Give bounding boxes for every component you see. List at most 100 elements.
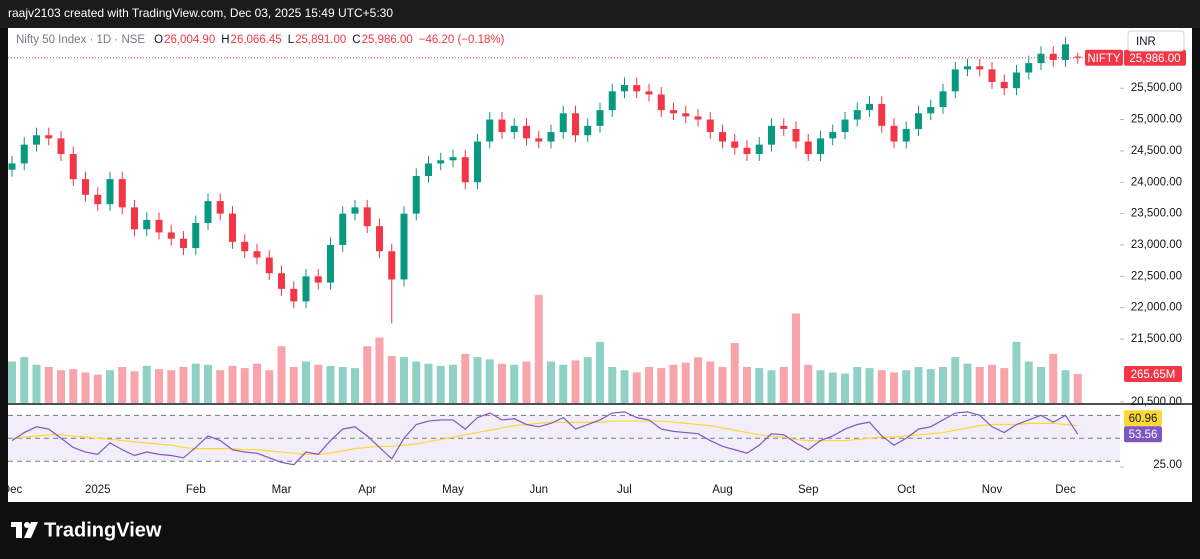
logo-shape	[24, 522, 38, 538]
candle-body	[400, 213, 408, 280]
volume-last-label: 265.65M	[1131, 369, 1176, 381]
volume-bar	[804, 364, 813, 403]
candle-body	[167, 232, 175, 239]
x-tick-label: Jun	[529, 484, 548, 496]
candle-body	[388, 251, 396, 280]
candle-body	[743, 147, 751, 155]
plot-area: Dec 2025 Feb Mar Apr May Jun Jul Aug Sep Oct Nov Dec	[2, 36, 1120, 496]
volume-bar	[375, 337, 384, 403]
volume-bar	[1000, 368, 1009, 403]
logo-shape	[24, 522, 30, 528]
volume-bar	[57, 370, 65, 403]
volume-bar	[534, 294, 543, 403]
candle-body	[241, 241, 249, 252]
legend-change: −46.20 (−0.18%)	[419, 34, 505, 46]
rsi-ma-last-label: 60.96	[1129, 413, 1158, 425]
header-bar	[0, 0, 1200, 28]
candle-body	[45, 135, 53, 139]
overlay: NIFTY 25,986.00 265.65M 60.96 53.56 INR Nifty …	[16, 30, 1186, 443]
volume-bar	[583, 357, 592, 403]
candle-body	[657, 94, 665, 111]
volume-bar	[596, 341, 604, 403]
candle-body	[645, 91, 653, 95]
candle-body	[339, 213, 347, 245]
candle-body	[915, 113, 922, 129]
candle-body	[20, 144, 28, 164]
candle-body	[229, 213, 236, 242]
volume-bar	[265, 370, 274, 403]
candle-body	[817, 138, 824, 155]
x-tick-label: Dec	[2, 484, 23, 496]
volume-bar	[926, 369, 935, 403]
volume-bar	[914, 366, 923, 403]
candle-body	[314, 276, 322, 283]
currency-box	[1127, 30, 1185, 52]
volume-bar	[779, 366, 788, 403]
volume-bar	[865, 368, 874, 403]
candle-body	[633, 85, 641, 92]
y-tick-label: 20,500.00	[1131, 396, 1182, 408]
candle-body	[363, 207, 371, 227]
volume-bar	[130, 371, 139, 403]
symbol-tag: NIFTY	[1087, 53, 1121, 65]
candle-body	[939, 91, 947, 108]
rsi-ma-last-label-box	[1124, 410, 1162, 427]
candle-body	[192, 223, 200, 249]
candle-body	[118, 179, 126, 208]
candle-body	[890, 125, 898, 142]
volume-bar	[20, 357, 29, 403]
x-tick-label: Sep	[798, 484, 818, 496]
y-tick-label: 25,000.00	[1131, 114, 1182, 126]
volume-bar	[547, 361, 555, 403]
rsi-last-label-box	[1124, 426, 1162, 443]
candle-body	[878, 103, 886, 126]
volume-bar	[277, 346, 286, 403]
candle-body	[988, 69, 996, 82]
legend-value: 26,066.45	[231, 34, 282, 46]
volume-last-label-box	[1124, 365, 1182, 382]
legend-key: L	[288, 34, 295, 46]
volume-bar	[694, 357, 702, 403]
volume-bar	[400, 357, 408, 403]
candle-body	[1037, 53, 1045, 64]
candle-body	[841, 119, 849, 133]
chart-title: Nifty 50 Index · 1D · NSE	[16, 34, 145, 46]
volume-bar	[32, 364, 41, 403]
volume-bar	[657, 368, 666, 403]
candle-body	[155, 219, 163, 233]
volume-bar	[363, 346, 372, 403]
candle-body	[559, 113, 567, 133]
volume-bar	[559, 364, 568, 403]
volume-bar	[351, 368, 359, 403]
candle-body	[964, 66, 971, 70]
volume-bar	[1061, 370, 1070, 403]
candle-body	[216, 201, 224, 214]
volume-bar	[142, 365, 151, 403]
candle-body	[106, 179, 114, 205]
candle-body	[437, 160, 445, 164]
y-tick-label: 23,500.00	[1131, 208, 1182, 220]
volume-bar	[890, 372, 898, 403]
candle-body	[1025, 63, 1033, 73]
volume-bar	[473, 357, 482, 403]
volume-bar	[706, 361, 715, 403]
candle-body	[486, 119, 494, 142]
brand-logo	[11, 522, 38, 538]
candle-body	[706, 119, 714, 133]
volume-bar	[571, 360, 580, 403]
candle-body	[853, 110, 861, 120]
rsi-tick-label: 25.00	[1153, 459, 1182, 471]
candle-body	[755, 144, 763, 155]
volume-bar	[620, 370, 629, 403]
candle-body	[694, 116, 702, 120]
candle-body	[449, 157, 457, 161]
legend-value: 25,891.00	[295, 34, 346, 46]
currency-label: INR	[1136, 36, 1156, 48]
volume-bar	[841, 373, 849, 403]
volume-bar	[902, 370, 911, 403]
x-tick-label: 2025	[85, 484, 111, 496]
volume-bar	[498, 363, 506, 403]
volume-bar	[69, 369, 78, 403]
volume-bar	[963, 363, 972, 403]
volume-bar	[681, 362, 690, 403]
